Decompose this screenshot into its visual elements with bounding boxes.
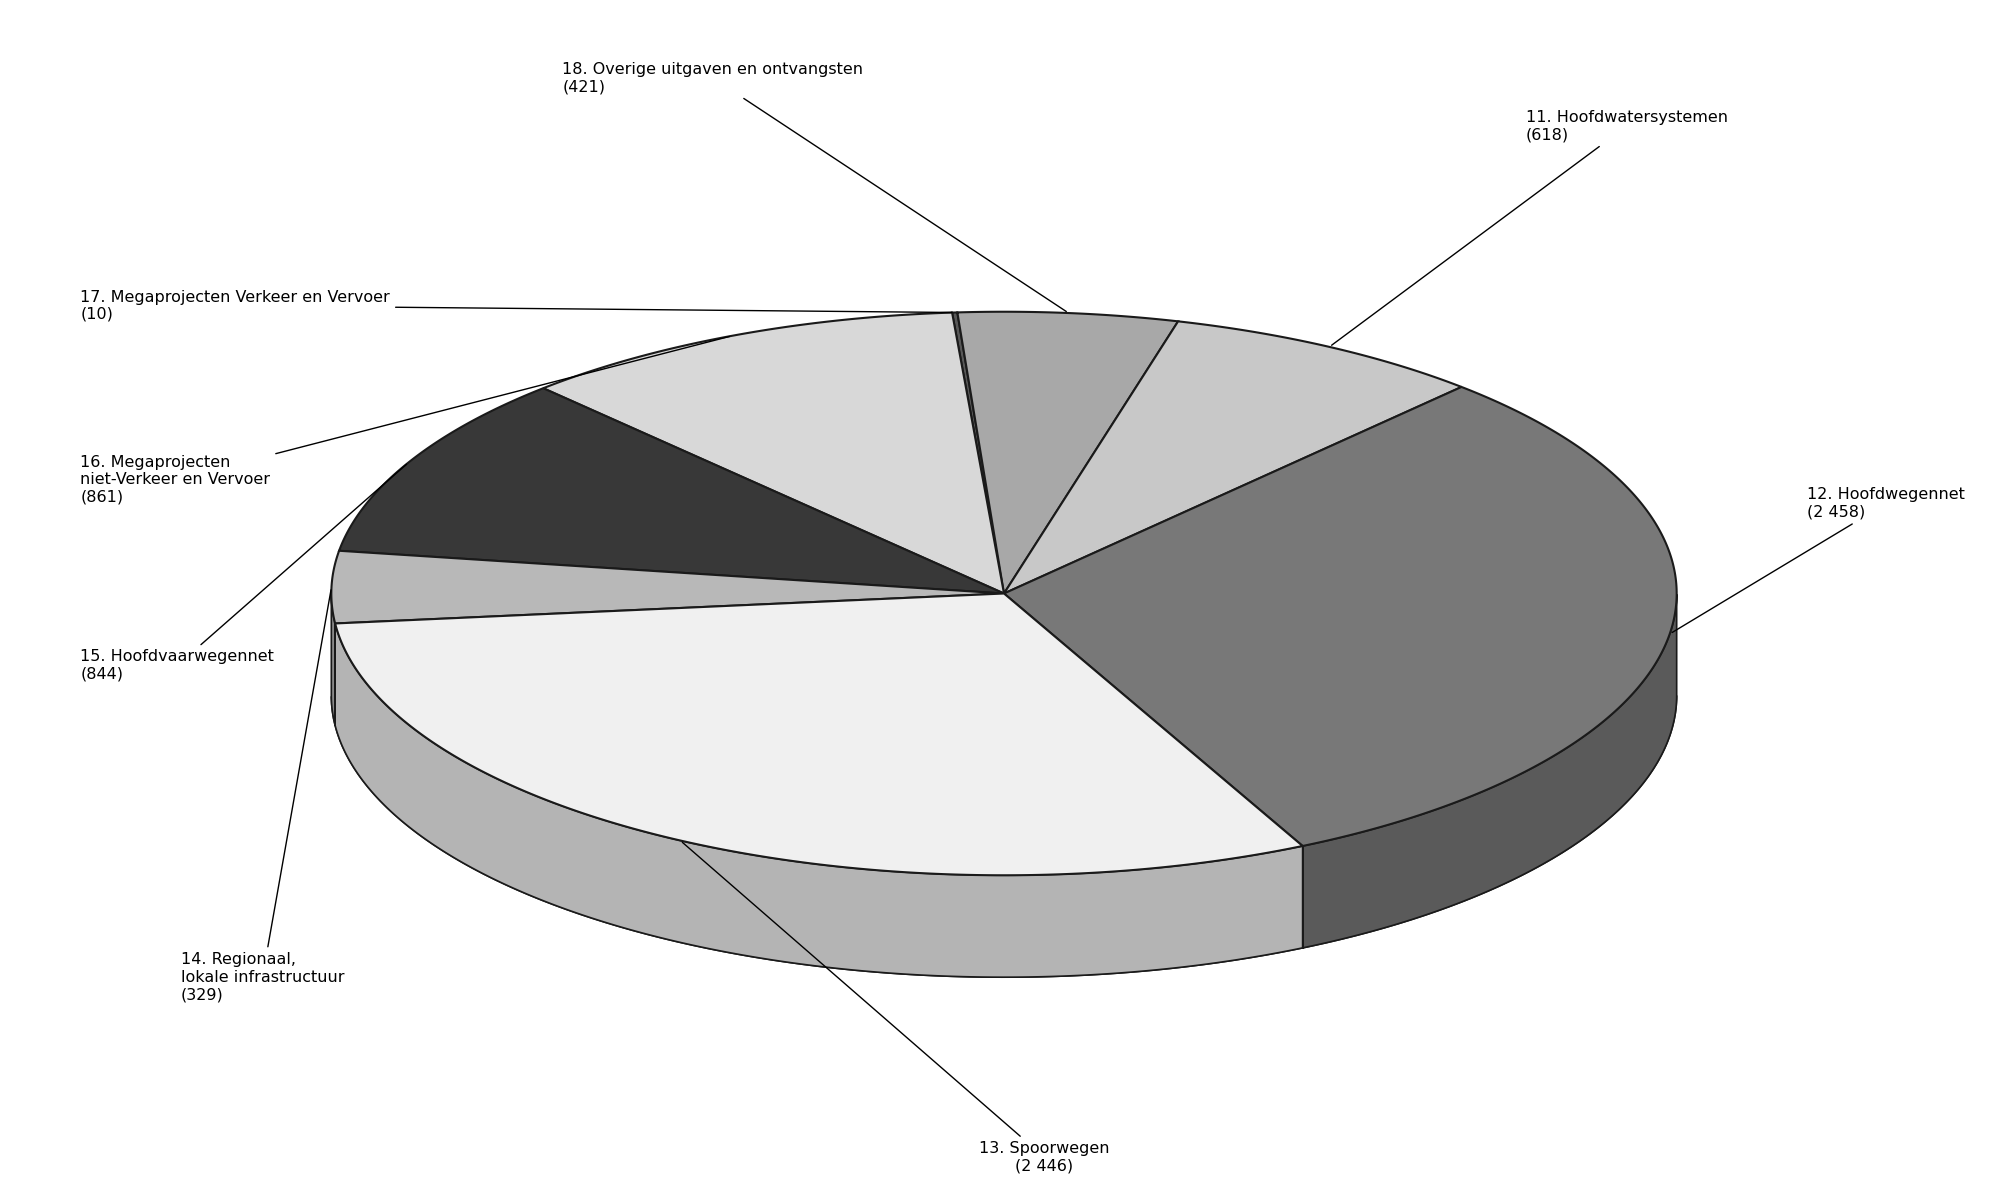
Text: 15. Hoofdvaarwegennet
(844): 15. Hoofdvaarwegennet (844) — [80, 464, 405, 682]
Text: 16. Megaprojecten
niet-Verkeer en Vervoer
(861): 16. Megaprojecten niet-Verkeer en Vervoe… — [80, 337, 729, 505]
Text: 12. Hoofdwegennet
(2 458): 12. Hoofdwegennet (2 458) — [1672, 487, 1965, 633]
Polygon shape — [335, 594, 1303, 875]
Text: 14. Regionaal,
lokale infrastructuur
(329): 14. Regionaal, lokale infrastructuur (32… — [181, 590, 343, 1002]
Polygon shape — [1004, 321, 1461, 594]
Polygon shape — [339, 388, 1004, 594]
Text: 18. Overige uitgaven en ontvangsten
(421): 18. Overige uitgaven en ontvangsten (421… — [562, 61, 1066, 312]
Polygon shape — [335, 623, 1303, 977]
Polygon shape — [331, 550, 1004, 623]
Polygon shape — [951, 313, 1004, 594]
Text: 13. Spoorwegen
(2 446): 13. Spoorwegen (2 446) — [682, 843, 1108, 1174]
Polygon shape — [957, 312, 1178, 594]
Polygon shape — [331, 594, 335, 725]
Text: 17. Megaprojecten Verkeer en Vervoer
(10): 17. Megaprojecten Verkeer en Vervoer (10… — [80, 289, 951, 323]
Polygon shape — [1303, 595, 1676, 948]
Polygon shape — [1004, 387, 1676, 846]
Text: 11. Hoofdwatersystemen
(618): 11. Hoofdwatersystemen (618) — [1331, 109, 1728, 345]
Polygon shape — [544, 313, 1004, 594]
